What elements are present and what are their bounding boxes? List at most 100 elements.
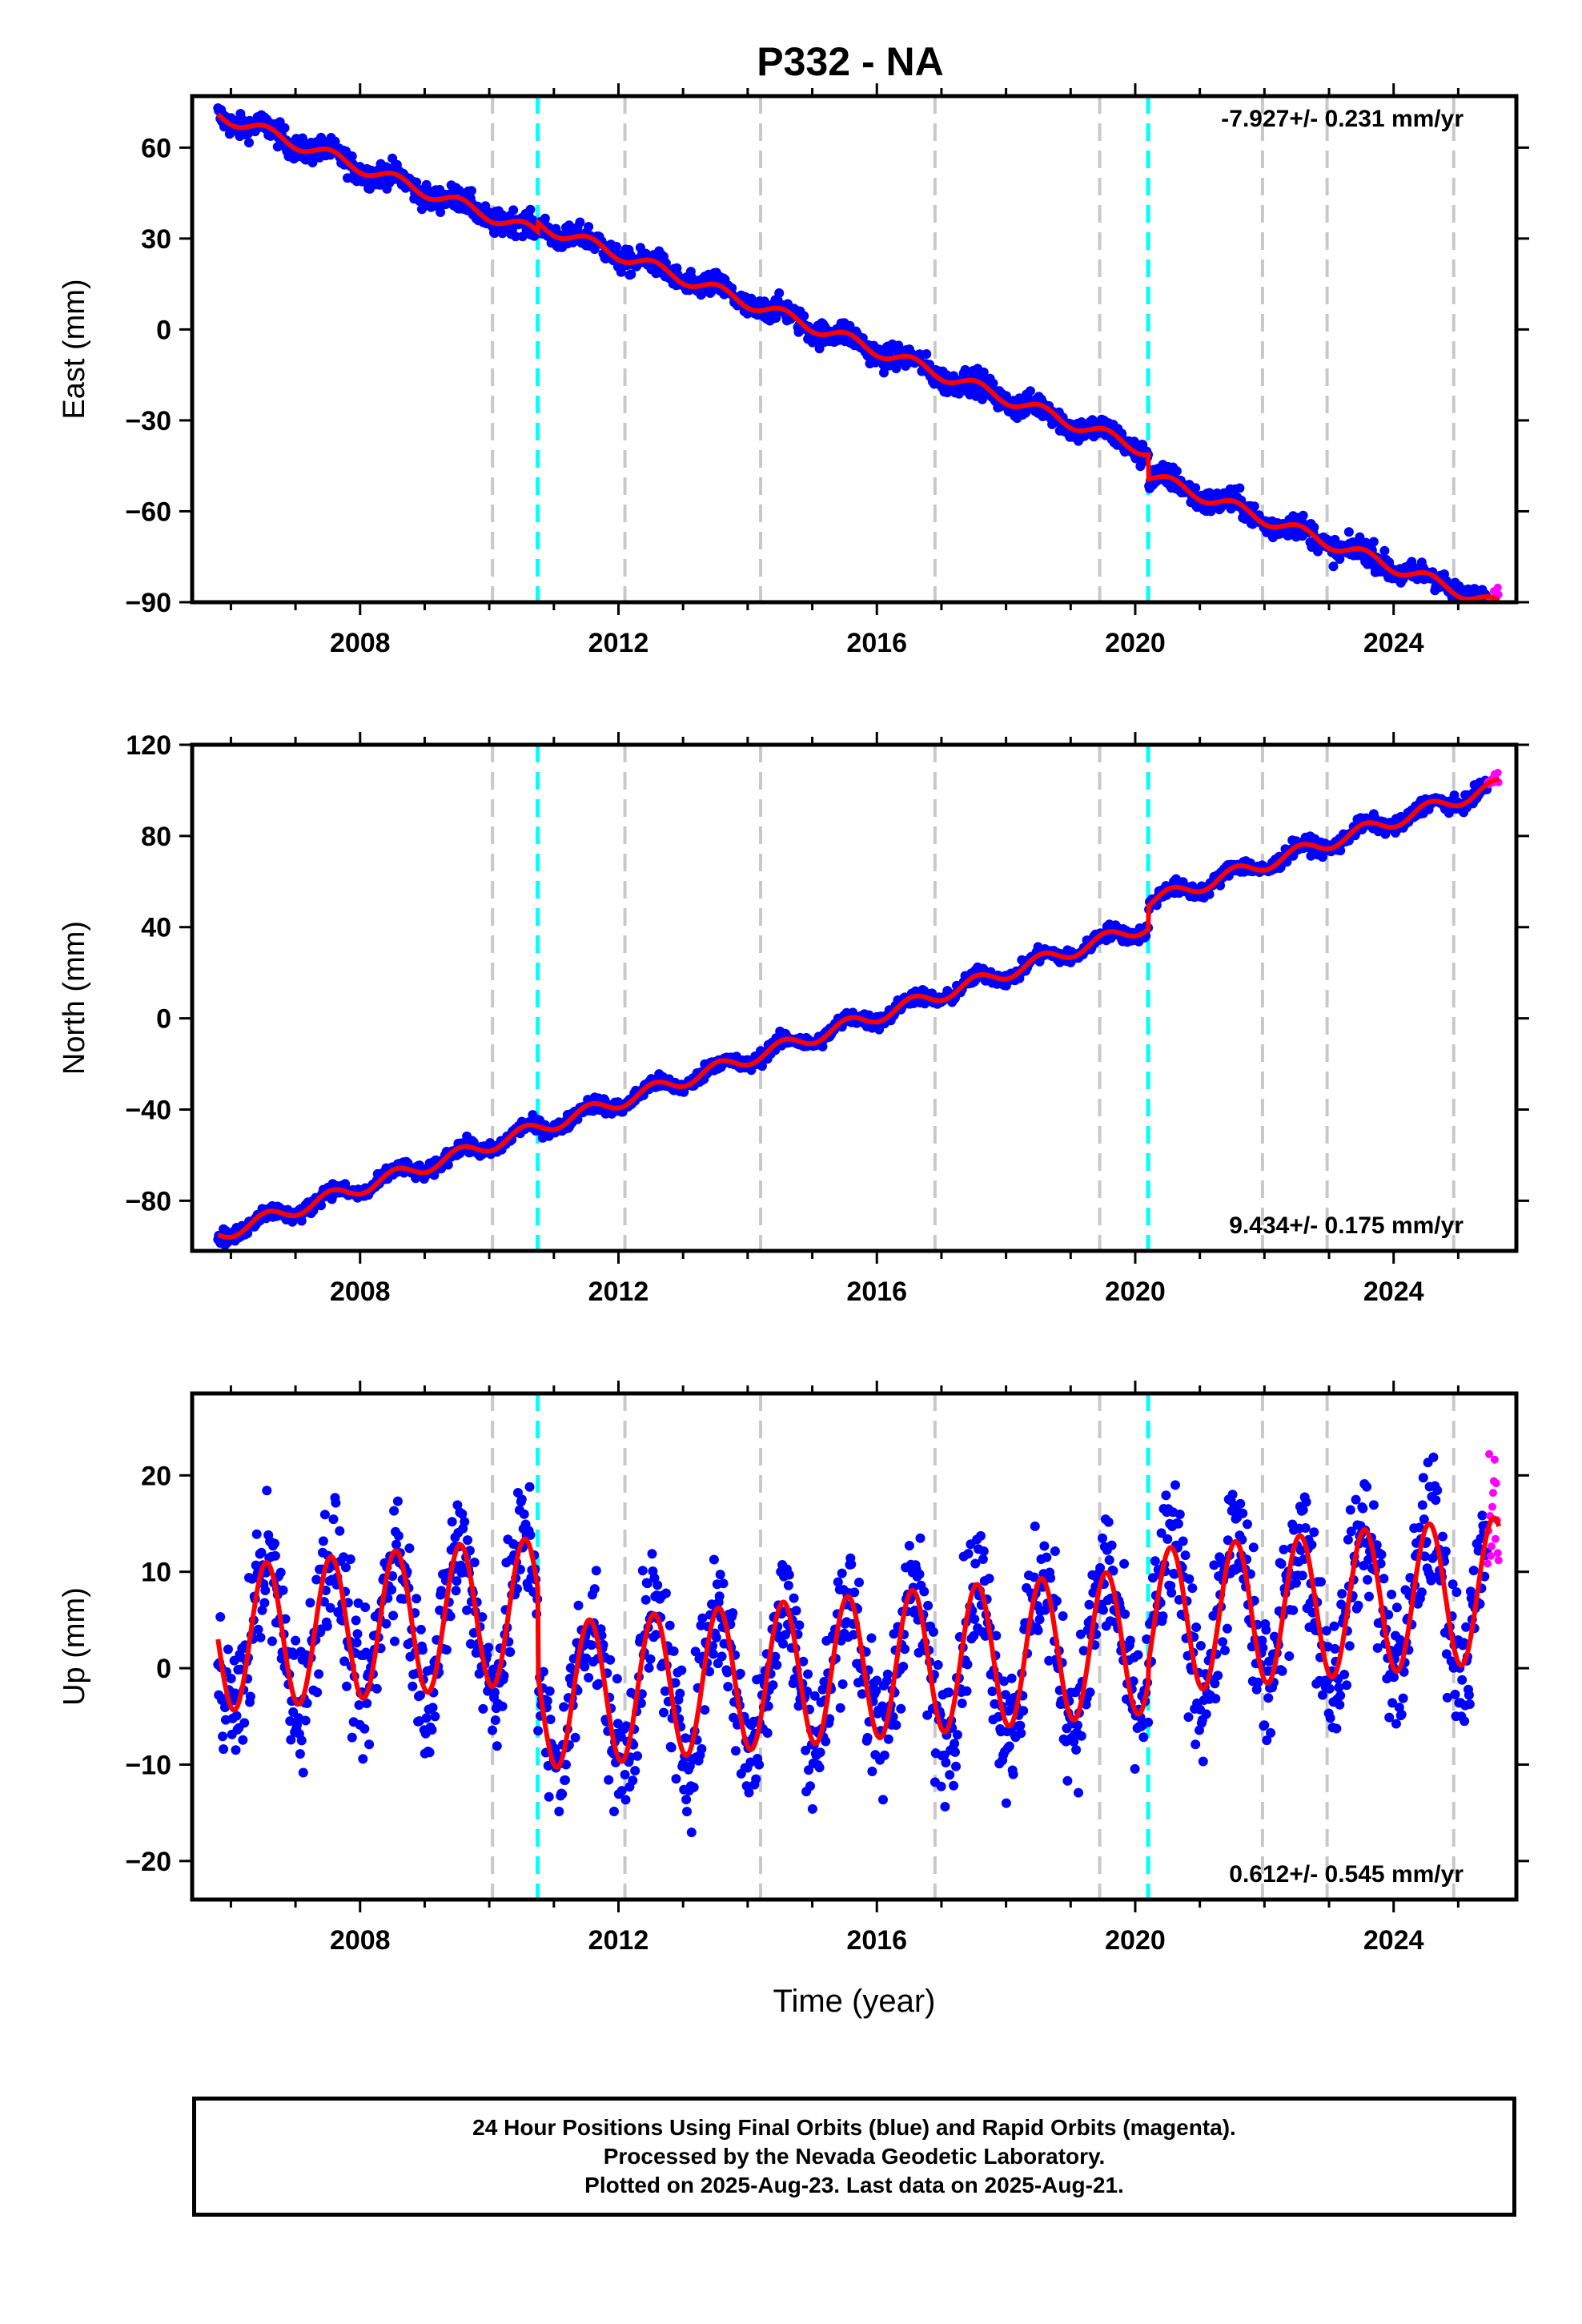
final-point xyxy=(718,1578,729,1589)
final-point xyxy=(358,1754,368,1764)
rapid-point xyxy=(1493,604,1501,612)
final-point xyxy=(1162,1534,1173,1544)
final-point xyxy=(341,1562,351,1573)
final-point xyxy=(244,138,254,148)
final-point xyxy=(803,1669,813,1679)
final-point xyxy=(314,1669,324,1679)
y-tick-label: 40 xyxy=(141,913,171,943)
final-point xyxy=(1266,1727,1276,1738)
final-point xyxy=(1235,483,1245,493)
final-point xyxy=(879,1750,889,1760)
final-point xyxy=(342,1681,351,1691)
final-point xyxy=(921,349,932,359)
final-point xyxy=(659,1707,669,1718)
final-point xyxy=(1050,1546,1060,1556)
plot-frame xyxy=(190,94,1519,605)
final-point xyxy=(466,186,476,196)
y-tick-label: −40 xyxy=(125,1095,171,1125)
final-point xyxy=(319,1510,330,1520)
final-point xyxy=(952,1730,962,1740)
final-point xyxy=(389,1506,400,1516)
final-point xyxy=(1039,1541,1050,1551)
final-point xyxy=(928,1626,938,1637)
final-point xyxy=(441,1645,452,1655)
final-point xyxy=(447,1517,457,1527)
final-point xyxy=(862,1732,873,1743)
final-point xyxy=(949,1780,959,1791)
final-point xyxy=(262,1486,272,1496)
final-point xyxy=(1335,1699,1345,1710)
final-point xyxy=(1178,1536,1188,1546)
final-point xyxy=(508,205,519,215)
final-point xyxy=(677,1665,687,1675)
plot-area xyxy=(213,96,1503,613)
final-point xyxy=(1095,1562,1106,1573)
final-point xyxy=(896,1703,906,1714)
final-point xyxy=(570,1732,580,1743)
final-point xyxy=(533,1726,544,1736)
final-point xyxy=(251,1529,262,1539)
final-point xyxy=(1343,527,1354,537)
final-point xyxy=(962,1659,973,1670)
final-point xyxy=(805,1781,815,1791)
final-point xyxy=(731,1746,741,1756)
final-point xyxy=(708,1649,718,1659)
final-point xyxy=(347,151,357,162)
x-tick-label: 2016 xyxy=(846,1277,907,1307)
final-point xyxy=(412,177,422,187)
final-point xyxy=(345,1554,355,1564)
final-point xyxy=(490,1715,500,1725)
final-point xyxy=(511,231,521,242)
final-point xyxy=(1335,1691,1346,1701)
final-point xyxy=(891,1720,901,1731)
final-point xyxy=(867,1767,877,1776)
rapid-point xyxy=(1493,769,1502,777)
final-point xyxy=(647,1549,657,1559)
final-point xyxy=(1166,1587,1177,1598)
final-point xyxy=(1150,1556,1160,1566)
final-point xyxy=(347,1732,357,1743)
final-point xyxy=(709,1554,719,1565)
final-point xyxy=(1324,1683,1335,1694)
final-point xyxy=(360,1602,371,1612)
final-point xyxy=(295,1749,305,1759)
final-point xyxy=(316,1200,326,1211)
final-point xyxy=(686,1827,697,1838)
final-point xyxy=(1158,1611,1168,1622)
final-point xyxy=(364,1739,375,1750)
final-point xyxy=(1345,1505,1355,1515)
final-point xyxy=(1331,1723,1342,1734)
x-tick-label: 2008 xyxy=(330,1277,391,1307)
final-point xyxy=(1198,1756,1208,1767)
final-point xyxy=(1328,561,1339,572)
final-point xyxy=(970,1614,980,1624)
final-point xyxy=(1133,1650,1143,1660)
final-point xyxy=(644,1663,654,1673)
final-point xyxy=(1309,1527,1319,1538)
final-point xyxy=(837,1679,848,1689)
final-point xyxy=(322,1621,332,1631)
rapid-point xyxy=(1486,605,1494,613)
final-point xyxy=(278,1585,288,1595)
final-point xyxy=(609,1807,619,1816)
final-point xyxy=(1103,1517,1114,1527)
final-point xyxy=(270,1538,279,1549)
final-point xyxy=(697,1743,707,1754)
final-point xyxy=(711,1632,721,1642)
final-point xyxy=(1125,1635,1135,1646)
final-point xyxy=(1238,1508,1248,1518)
final-point xyxy=(940,1802,950,1811)
final-point xyxy=(1325,1713,1335,1723)
final-point xyxy=(1143,1717,1154,1727)
final-point xyxy=(1329,1621,1339,1631)
final-point xyxy=(589,1584,600,1594)
final-point xyxy=(1084,1599,1094,1610)
x-tick-label: 2012 xyxy=(588,1277,649,1307)
final-point xyxy=(519,1509,529,1519)
final-point xyxy=(359,1723,370,1734)
final-point xyxy=(1106,1540,1117,1550)
final-point xyxy=(544,1791,554,1802)
final-point xyxy=(1368,1500,1379,1510)
